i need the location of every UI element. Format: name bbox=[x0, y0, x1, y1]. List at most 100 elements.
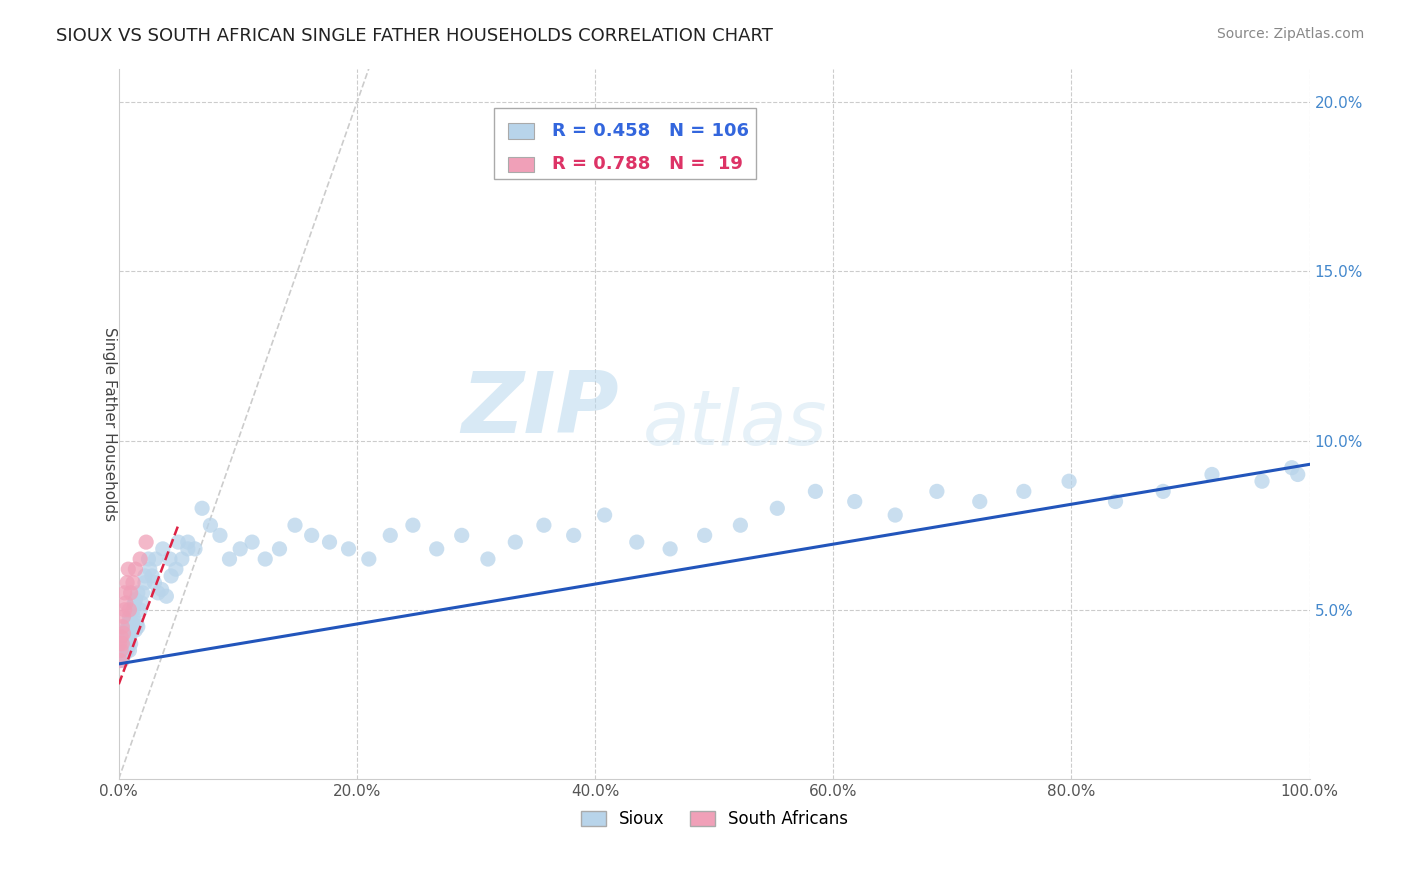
Point bbox=[122, 575, 145, 590]
Point bbox=[318, 535, 340, 549]
Point bbox=[766, 501, 789, 516]
Point bbox=[117, 616, 139, 631]
FancyBboxPatch shape bbox=[508, 123, 534, 139]
Point bbox=[111, 637, 134, 651]
Point bbox=[120, 623, 142, 637]
Point bbox=[593, 508, 616, 522]
Point bbox=[111, 633, 134, 648]
Point bbox=[138, 552, 160, 566]
Point bbox=[170, 552, 193, 566]
Point bbox=[115, 633, 138, 648]
Point bbox=[426, 541, 449, 556]
Point bbox=[131, 586, 153, 600]
Point bbox=[269, 541, 291, 556]
Point bbox=[1281, 460, 1303, 475]
Point bbox=[1012, 484, 1035, 499]
Text: R = 0.788   N =  19: R = 0.788 N = 19 bbox=[553, 155, 744, 173]
Point bbox=[114, 626, 136, 640]
Point bbox=[218, 552, 240, 566]
Point bbox=[112, 609, 135, 624]
Point bbox=[118, 643, 141, 657]
Point bbox=[120, 626, 142, 640]
Point bbox=[177, 535, 200, 549]
Point bbox=[129, 603, 152, 617]
Point bbox=[117, 637, 139, 651]
Point bbox=[533, 518, 555, 533]
Point bbox=[659, 541, 682, 556]
Text: atlas: atlas bbox=[643, 387, 827, 461]
Point bbox=[240, 535, 263, 549]
Point bbox=[118, 630, 141, 644]
Point bbox=[1201, 467, 1223, 482]
Point bbox=[129, 552, 152, 566]
Point bbox=[141, 569, 163, 583]
Point bbox=[167, 535, 190, 549]
Point bbox=[165, 562, 187, 576]
Point bbox=[111, 620, 134, 634]
Point bbox=[112, 643, 135, 657]
Point bbox=[925, 484, 948, 499]
Point bbox=[1251, 474, 1274, 488]
Point bbox=[110, 637, 132, 651]
Point bbox=[124, 592, 146, 607]
Point bbox=[134, 575, 156, 590]
Point bbox=[122, 609, 145, 624]
Point bbox=[110, 647, 132, 661]
Point bbox=[115, 643, 138, 657]
Point bbox=[117, 562, 139, 576]
Point bbox=[200, 518, 222, 533]
Text: R = 0.458   N = 106: R = 0.458 N = 106 bbox=[553, 122, 749, 140]
Point bbox=[118, 603, 141, 617]
Point bbox=[117, 623, 139, 637]
Text: SIOUX VS SOUTH AFRICAN SINGLE FATHER HOUSEHOLDS CORRELATION CHART: SIOUX VS SOUTH AFRICAN SINGLE FATHER HOU… bbox=[56, 27, 773, 45]
Point bbox=[118, 609, 141, 624]
Point bbox=[626, 535, 648, 549]
Point bbox=[114, 637, 136, 651]
Point bbox=[115, 633, 138, 648]
Point bbox=[108, 653, 131, 667]
Point bbox=[124, 623, 146, 637]
Point bbox=[108, 653, 131, 667]
Point bbox=[562, 528, 585, 542]
Point bbox=[150, 582, 173, 597]
Point bbox=[184, 541, 207, 556]
Point bbox=[337, 541, 360, 556]
Point bbox=[138, 562, 160, 576]
Point bbox=[229, 541, 252, 556]
Point bbox=[969, 494, 991, 508]
Point bbox=[844, 494, 866, 508]
Point bbox=[177, 541, 200, 556]
Point bbox=[115, 623, 138, 637]
Point bbox=[125, 616, 148, 631]
Point bbox=[254, 552, 277, 566]
Point bbox=[1104, 494, 1126, 508]
Point bbox=[115, 643, 138, 657]
Point bbox=[114, 603, 136, 617]
Point bbox=[143, 575, 166, 590]
Y-axis label: Single Father Households: Single Father Households bbox=[103, 326, 117, 521]
Point bbox=[115, 633, 138, 648]
Point bbox=[115, 575, 138, 590]
Point bbox=[1286, 467, 1309, 482]
Point bbox=[505, 535, 527, 549]
Point bbox=[114, 647, 136, 661]
Point bbox=[402, 518, 425, 533]
Point bbox=[1152, 484, 1174, 499]
Point bbox=[108, 643, 131, 657]
Point bbox=[115, 623, 138, 637]
FancyBboxPatch shape bbox=[494, 108, 756, 178]
Point bbox=[155, 589, 177, 603]
Point bbox=[135, 535, 157, 549]
Point bbox=[208, 528, 231, 542]
Text: Source: ZipAtlas.com: Source: ZipAtlas.com bbox=[1216, 27, 1364, 41]
Point bbox=[146, 586, 169, 600]
FancyBboxPatch shape bbox=[508, 157, 534, 172]
Point bbox=[110, 630, 132, 644]
Point bbox=[134, 569, 156, 583]
Point bbox=[124, 562, 146, 576]
Point bbox=[112, 630, 135, 644]
Point bbox=[127, 586, 149, 600]
Point bbox=[114, 586, 136, 600]
Text: ZIP: ZIP bbox=[461, 368, 619, 451]
Point bbox=[111, 637, 134, 651]
